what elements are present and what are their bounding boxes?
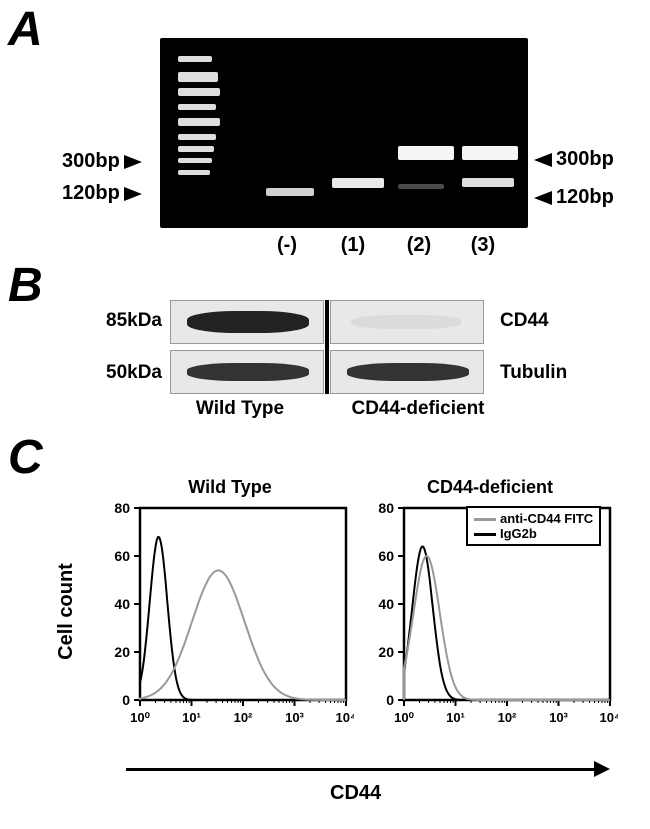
svg-text:10¹: 10¹ (182, 710, 201, 725)
svg-text:80: 80 (114, 500, 130, 516)
svg-text:20: 20 (114, 644, 130, 660)
ladder-band (178, 56, 212, 62)
legend-swatch-black (474, 533, 496, 536)
blot-wt-cd44 (170, 300, 324, 344)
ladder-band (178, 170, 210, 175)
panel-b-label: B (8, 258, 43, 313)
bp-text: 300bp (62, 150, 120, 173)
y-axis-label: Cell count (55, 563, 78, 660)
bp-text: 300bp (556, 148, 614, 171)
svg-text:0: 0 (122, 692, 130, 708)
ladder-band (178, 146, 214, 152)
ladder-band (178, 134, 216, 140)
svg-text:10⁰: 10⁰ (394, 710, 414, 725)
ladder-band (178, 118, 220, 126)
svg-text:80: 80 (378, 500, 394, 516)
svg-text:60: 60 (378, 548, 394, 564)
svg-text:10¹: 10¹ (446, 710, 465, 725)
svg-text:10²: 10² (234, 710, 253, 725)
gel-band (462, 178, 514, 187)
lane-label-2: (2) (394, 234, 444, 257)
band-wt-cd44 (187, 311, 309, 333)
bp-label-left-120: 120bp (62, 182, 142, 205)
blot-ko-tubulin (330, 350, 484, 394)
svg-text:60: 60 (114, 548, 130, 564)
chart-title-wt: Wild Type (110, 477, 350, 498)
svg-text:10⁰: 10⁰ (130, 710, 150, 725)
svg-text:20: 20 (378, 644, 394, 660)
x-axis-label: CD44 (330, 782, 381, 805)
protein-label-cd44: CD44 (500, 310, 549, 332)
chart-title-ko: CD44-deficient (370, 477, 610, 498)
panel-a-label: A (8, 2, 43, 57)
bp-label-right-120: 120bp (534, 186, 614, 209)
svg-text:40: 40 (114, 596, 130, 612)
blot-ko-cd44 (330, 300, 484, 344)
protein-label-tubulin: Tubulin (500, 362, 567, 384)
x-axis-arrow (126, 768, 596, 771)
legend-text: IgG2b (500, 526, 537, 541)
legend-box: anti-CD44 FITC IgG2b (466, 506, 601, 546)
bp-text: 120bp (62, 182, 120, 205)
gel-band (398, 184, 444, 189)
band-wt-tubulin (187, 363, 309, 381)
gel-image (160, 38, 528, 228)
ladder-band (178, 72, 218, 82)
legend-swatch-grey (474, 518, 496, 521)
svg-text:0: 0 (386, 692, 394, 708)
svg-text:10⁴: 10⁴ (336, 710, 354, 725)
svg-text:10³: 10³ (549, 710, 568, 725)
legend-item-anti-cd44: anti-CD44 FITC (474, 511, 593, 526)
condition-wt: Wild Type (160, 398, 320, 420)
ladder-band (178, 88, 220, 96)
bp-label-right-300: 300bp (534, 148, 614, 171)
band-ko-cd44 (351, 315, 461, 329)
gel-band (332, 178, 384, 188)
gel-band (266, 188, 314, 196)
kda-label-85: 85kDa (76, 310, 162, 332)
svg-text:10³: 10³ (285, 710, 304, 725)
svg-text:10²: 10² (498, 710, 517, 725)
svg-text:40: 40 (378, 596, 394, 612)
lane-label-3: (3) (458, 234, 508, 257)
band-ko-tubulin (347, 363, 469, 381)
ladder-band (178, 104, 216, 110)
blot-wt-tubulin (170, 350, 324, 394)
panel-c-label: C (8, 430, 43, 485)
ladder-band (178, 158, 212, 163)
bp-text: 120bp (556, 186, 614, 209)
gel-band (398, 146, 454, 160)
condition-ko: CD44-deficient (328, 398, 508, 420)
flow-chart-wt: 0 20 40 60 80 10⁰ 10¹ 10² 10³ 10⁴ (98, 500, 354, 738)
svg-text:10⁴: 10⁴ (600, 710, 618, 725)
blot-divider (325, 300, 329, 394)
kda-label-50: 50kDa (76, 362, 162, 384)
lane-label-neg: (-) (262, 234, 312, 257)
legend-text: anti-CD44 FITC (500, 511, 593, 526)
lane-label-1: (1) (328, 234, 378, 257)
bp-label-left-300: 300bp (62, 150, 142, 173)
gel-band (462, 146, 518, 160)
legend-item-igg2b: IgG2b (474, 526, 593, 541)
